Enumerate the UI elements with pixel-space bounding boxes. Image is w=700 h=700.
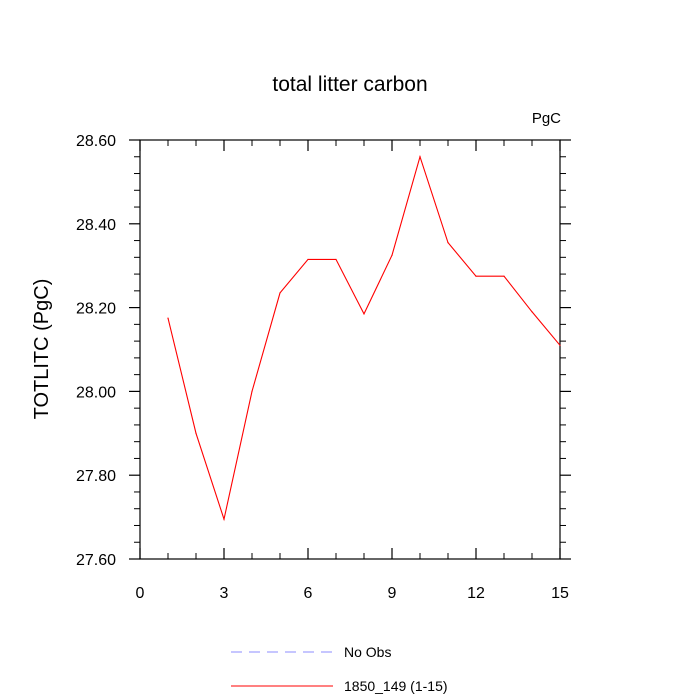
data-point (167, 317, 169, 319)
data-point (531, 311, 533, 313)
y-tick-label: 28.60 (76, 133, 116, 150)
y-tick-label: 28.40 (76, 217, 116, 234)
y-tick-label: 28.00 (76, 384, 116, 401)
data-point (419, 156, 421, 158)
data-point (559, 344, 561, 346)
y-axis-label: TOTLITC (PgC) (31, 279, 53, 420)
y-tick-label: 27.80 (76, 468, 116, 485)
data-point (363, 313, 365, 315)
data-point (391, 254, 393, 256)
data-point (475, 275, 477, 277)
data-point (335, 258, 337, 261)
legend: No Obs 1850_149 (1-15) (231, 644, 448, 694)
y-tick-label: 27.60 (76, 552, 116, 569)
data-point (195, 432, 197, 434)
legend-label: No Obs (344, 644, 391, 660)
units-label: PgC (532, 110, 561, 127)
data-point (279, 292, 281, 294)
series-layer (167, 154, 561, 522)
x-tick-label: 3 (220, 585, 229, 602)
chart-title: total litter carbon (272, 73, 427, 96)
axis-ticks: 0 3 6 9 12 15 27.60 27.80 28.00 28.20 28.40 28.60 (76, 133, 571, 602)
y-tick-label: 28.20 (76, 301, 116, 318)
x-tick-label: 15 (551, 585, 569, 602)
series-line (167, 154, 561, 522)
legend-label: 1850_149 (1-15) (344, 678, 448, 694)
data-point (307, 258, 309, 261)
data-point (223, 518, 225, 520)
data-point (503, 275, 505, 277)
x-tick-label: 0 (136, 585, 145, 602)
x-tick-label: 12 (467, 585, 485, 602)
data-point (251, 390, 253, 392)
x-tick-label: 6 (304, 585, 313, 602)
data-point (447, 242, 449, 244)
plot-frame (139, 139, 561, 560)
x-tick-label: 9 (388, 585, 397, 602)
